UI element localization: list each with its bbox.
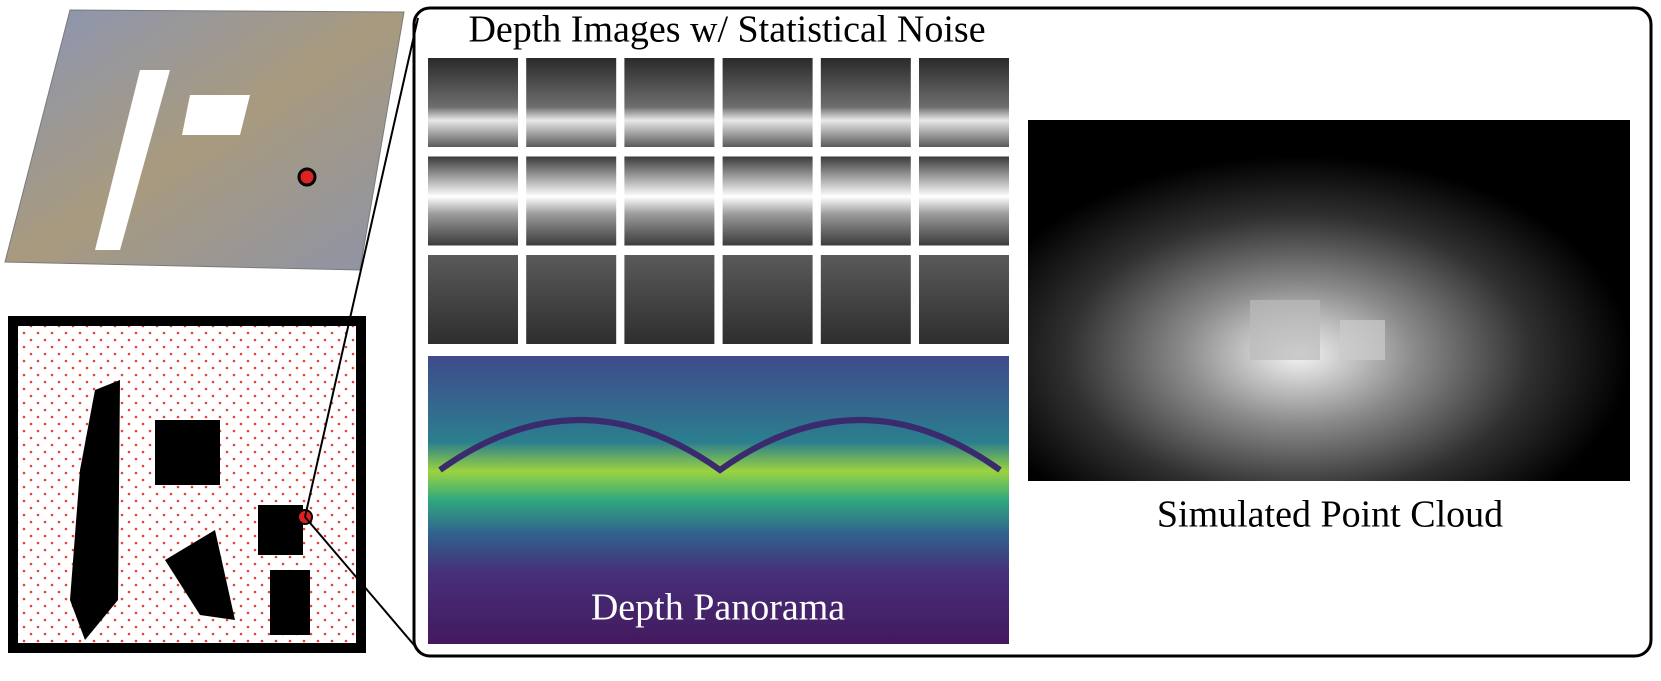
depth-image — [722, 58, 813, 147]
depth-image — [722, 255, 813, 344]
point-cloud-box — [1250, 300, 1320, 360]
obstacle — [155, 420, 220, 485]
depth-image — [820, 255, 911, 344]
connector-line — [304, 516, 421, 653]
depth-image — [624, 156, 715, 246]
point-cloud-label: Simulated Point Cloud — [1157, 494, 1503, 536]
point-cloud-box — [1340, 320, 1385, 360]
depth-image — [526, 255, 617, 344]
depth-image — [428, 255, 518, 344]
obstacle — [270, 570, 310, 635]
depth-images-title: Depth Images w/ Statistical Noise — [468, 9, 985, 51]
depth-image — [820, 156, 911, 246]
location-marker — [297, 167, 317, 187]
depth-image-grid — [428, 58, 1009, 344]
map-hole — [95, 70, 170, 250]
depth-image — [624, 255, 715, 344]
depth-image — [722, 156, 813, 246]
depth-image — [820, 58, 911, 147]
connector-line — [304, 17, 419, 518]
obstacle — [165, 530, 235, 620]
depth-image — [624, 58, 715, 147]
point-cloud — [1028, 120, 1630, 481]
obstacle — [70, 380, 120, 640]
depth-image — [428, 156, 518, 246]
depth-image — [526, 58, 617, 147]
depth-image — [428, 58, 518, 147]
scene-3d-map — [4, 9, 405, 271]
depth-image — [919, 156, 1009, 246]
panorama-beam — [438, 417, 1002, 474]
map-hole — [182, 95, 250, 135]
obstacle — [258, 505, 303, 555]
depth-image — [919, 255, 1009, 344]
panorama-label: Depth Panorama — [591, 587, 845, 629]
depth-panorama — [428, 356, 1009, 644]
depth-image — [919, 58, 1009, 147]
frame — [412, 6, 1653, 658]
depth-image — [526, 156, 617, 246]
